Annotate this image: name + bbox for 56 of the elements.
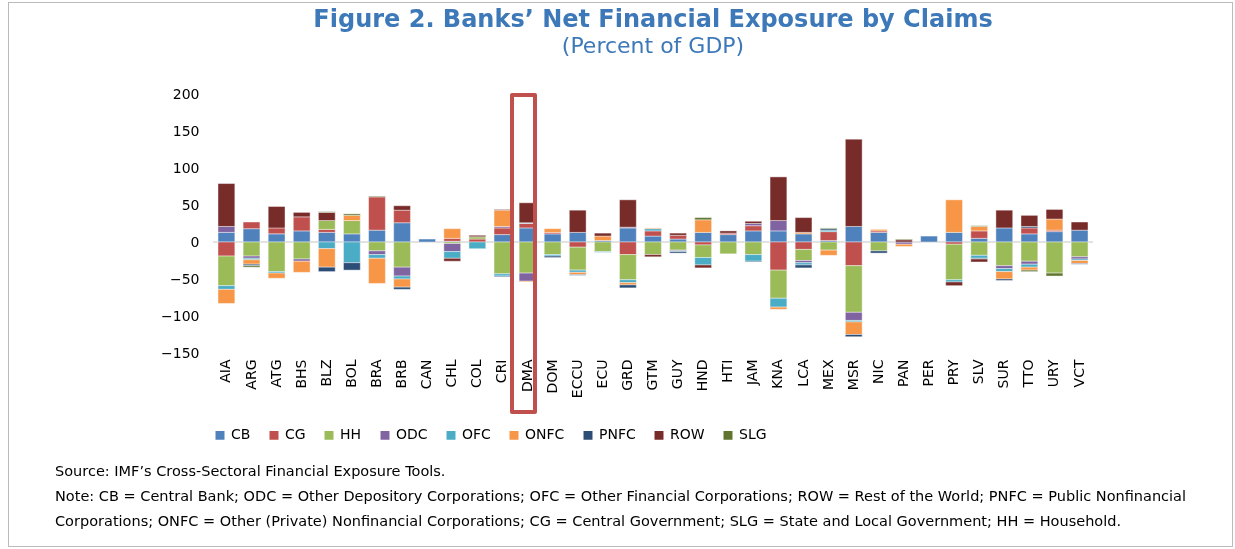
y-tick-label: 0 — [190, 233, 200, 250]
legend-label: CG — [285, 426, 306, 443]
legend-label: ROW — [670, 426, 705, 443]
y-tick-label: −150 — [161, 344, 200, 361]
x-tick-label: CRI — [493, 359, 510, 384]
x-tick-label: ECU — [593, 359, 610, 389]
x-tick-label: BRB — [393, 359, 410, 389]
x-tick-label: BLZ — [317, 359, 334, 387]
legend-label: CB — [231, 426, 251, 443]
x-tick-label: CHL — [443, 359, 460, 388]
x-tick-label: PER — [920, 359, 937, 387]
x-tick-label: ARG — [242, 359, 259, 390]
y-tick-label: −100 — [161, 307, 200, 324]
x-tick-label: VCT — [1070, 359, 1087, 388]
x-tick-label: PAN — [894, 359, 911, 388]
x-tick-label: PRY — [945, 359, 962, 386]
y-tick-label: 150 — [172, 122, 200, 139]
x-tick-label: CAN — [418, 359, 435, 390]
x-tick-label: AIA — [217, 359, 234, 383]
x-tick-label: LCA — [794, 359, 811, 387]
legend-label: SLG — [739, 426, 767, 443]
y-tick-label: 100 — [172, 159, 200, 176]
y-tick-label: −50 — [169, 270, 200, 287]
x-tick-label: NIC — [869, 359, 886, 384]
x-tick-label: ATG — [267, 359, 284, 388]
x-tick-label: GRD — [618, 359, 635, 391]
x-tick-label: MSR — [844, 359, 861, 391]
y-tick-label: 50 — [181, 196, 200, 213]
legend-label: HH — [340, 426, 362, 443]
x-tick-label: BOL — [342, 359, 359, 388]
x-tick-label: MEX — [819, 359, 836, 391]
x-tick-label: URY — [1045, 359, 1062, 388]
x-tick-label: SUR — [995, 359, 1012, 389]
source-note: Source: IMF’s Cross-Sectoral Financial Exposure Tools. — [55, 462, 447, 481]
x-tick-label: GUY — [669, 359, 686, 390]
y-tick-label: 200 — [172, 85, 200, 102]
x-tick-label: HND — [694, 359, 711, 392]
x-tick-label: TTO — [1020, 359, 1037, 389]
x-tick-label: ECCU — [568, 359, 585, 399]
legend-label: OFC — [462, 426, 492, 443]
legend-label: PNFC — [599, 426, 636, 443]
x-tick-label: GTM — [644, 359, 660, 391]
x-tick-label: COL — [468, 359, 485, 389]
x-tick-label: DOM — [543, 359, 560, 394]
chart-title: Figure 2. Banks’ Net Financial Exposure by Claims — [313, 5, 993, 33]
legend-label: ONFC — [525, 426, 565, 443]
text: Note: CB = Central Bank; ODC = Other Depository Corporations; OFC = Other Financial Corporations; ROW = Rest of the World; PNFC = Public Nonfinancial Corporations; ONFC = Other (Private) Nonfinancial Corporations; CG = Central Government; SLG = State and Local Government; HH = Household. — [55, 487, 1187, 531]
x-tick-label: BRA — [367, 359, 384, 388]
chart-subtitle: (Percent of GDP) — [561, 33, 745, 58]
x-tick-label: KNA — [769, 359, 786, 389]
x-tick-label: BHS — [292, 359, 309, 389]
x-tick-label: DMA — [518, 359, 535, 392]
x-tick-label: SLV — [970, 359, 987, 385]
x-tick-label: JAM — [744, 359, 761, 387]
legend-label: ODC — [396, 426, 428, 443]
x-tick-label: HTI — [719, 359, 736, 383]
